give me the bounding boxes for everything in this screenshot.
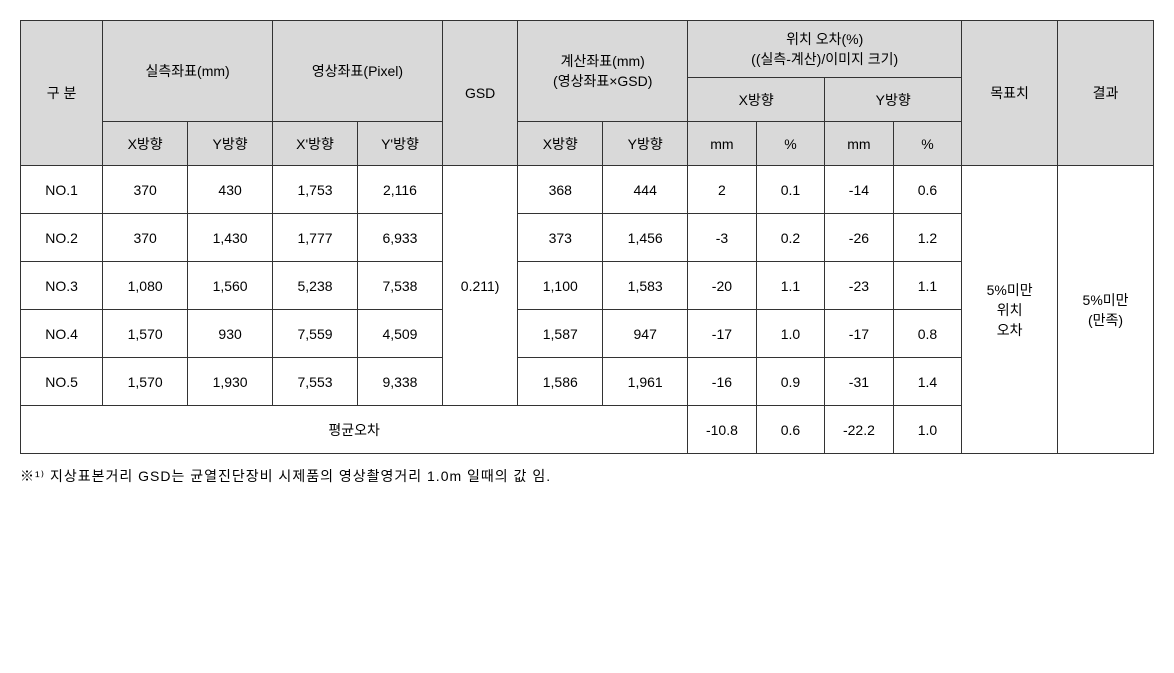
cell-expc: 0.1 [756, 166, 825, 214]
cell-cy: 444 [603, 166, 688, 214]
cell-eymm: -31 [825, 358, 894, 406]
cell-expc: 1.0 [756, 310, 825, 358]
header-pos-error-line2: ((실측-계산)/이미지 크기) [692, 49, 957, 69]
cell-mx: 1,570 [103, 358, 188, 406]
cell-no: NO.5 [21, 358, 103, 406]
cell-avg-exmm: -10.8 [688, 406, 757, 454]
cell-expc: 0.2 [756, 214, 825, 262]
cell-iy: 6,933 [358, 214, 443, 262]
header-iy: Y'방향 [358, 122, 443, 166]
cell-cx: 1,587 [518, 310, 603, 358]
cell-eypc: 1.2 [893, 214, 962, 262]
header-mx: X방향 [103, 122, 188, 166]
target-line2: 위치 [966, 300, 1053, 320]
header-pos-error-line1: 위치 오차(%) [692, 29, 957, 49]
cell-mx: 370 [103, 214, 188, 262]
header-measured: 실측좌표(mm) [103, 21, 273, 122]
cell-eymm: -14 [825, 166, 894, 214]
header-calc-line2: (영상좌표×GSD) [522, 71, 683, 91]
cell-eypc: 1.1 [893, 262, 962, 310]
header-result: 결과 [1058, 21, 1154, 166]
cell-cx: 373 [518, 214, 603, 262]
cell-avg-eymm: -22.2 [825, 406, 894, 454]
cell-avg-eypc: 1.0 [893, 406, 962, 454]
cell-cx: 1,586 [518, 358, 603, 406]
cell-exmm: -3 [688, 214, 757, 262]
header-cy: Y방향 [603, 122, 688, 166]
cell-iy: 2,116 [358, 166, 443, 214]
header-target: 목표치 [962, 21, 1058, 166]
cell-ix: 5,238 [273, 262, 358, 310]
header-exmm: mm [688, 122, 757, 166]
cell-iy: 7,538 [358, 262, 443, 310]
cell-my: 430 [188, 166, 273, 214]
cell-exmm: -17 [688, 310, 757, 358]
header-row-1: 구 분 실측좌표(mm) 영상좌표(Pixel) GSD 계산좌표(mm) (영… [21, 21, 1154, 78]
cell-my: 1,930 [188, 358, 273, 406]
cell-no: NO.3 [21, 262, 103, 310]
cell-my: 930 [188, 310, 273, 358]
cell-target: 5%미만 위치 오차 [962, 166, 1058, 454]
table-row: NO.1 370 430 1,753 2,116 0.211) 368 444 … [21, 166, 1154, 214]
cell-cy: 1,583 [603, 262, 688, 310]
cell-expc: 0.9 [756, 358, 825, 406]
header-image-coord: 영상좌표(Pixel) [273, 21, 443, 122]
header-gsd: GSD [442, 21, 517, 166]
cell-my: 1,430 [188, 214, 273, 262]
header-cx: X방향 [518, 122, 603, 166]
cell-no: NO.1 [21, 166, 103, 214]
cell-cx: 1,100 [518, 262, 603, 310]
result-line2: (만족) [1062, 310, 1149, 330]
cell-cx: 368 [518, 166, 603, 214]
cell-mx: 1,080 [103, 262, 188, 310]
cell-avg-expc: 0.6 [756, 406, 825, 454]
cell-result: 5%미만 (만족) [1058, 166, 1154, 454]
cell-no: NO.2 [21, 214, 103, 262]
header-err-y: Y방향 [825, 78, 962, 122]
header-calc-line1: 계산좌표(mm) [522, 51, 683, 71]
cell-avg-label: 평균오차 [21, 406, 688, 454]
table-header: 구 분 실측좌표(mm) 영상좌표(Pixel) GSD 계산좌표(mm) (영… [21, 21, 1154, 166]
header-eymm: mm [825, 122, 894, 166]
header-err-x: X방향 [688, 78, 825, 122]
target-line1: 5%미만 [966, 280, 1053, 300]
header-pos-error: 위치 오차(%) ((실측-계산)/이미지 크기) [688, 21, 962, 78]
cell-exmm: -16 [688, 358, 757, 406]
cell-ix: 7,559 [273, 310, 358, 358]
cell-ix: 1,777 [273, 214, 358, 262]
result-line1: 5%미만 [1062, 290, 1149, 310]
cell-iy: 9,338 [358, 358, 443, 406]
cell-my: 1,560 [188, 262, 273, 310]
data-table: 구 분 실측좌표(mm) 영상좌표(Pixel) GSD 계산좌표(mm) (영… [20, 20, 1154, 454]
footnote: ※¹⁾ 지상표본거리 GSD는 균열진단장비 시제품의 영상촬영거리 1.0m … [20, 466, 1154, 486]
cell-exmm: -20 [688, 262, 757, 310]
header-calc: 계산좌표(mm) (영상좌표×GSD) [518, 21, 688, 122]
cell-eymm: -17 [825, 310, 894, 358]
header-gubun: 구 분 [21, 21, 103, 166]
target-line3: 오차 [966, 320, 1053, 340]
header-ix: X'방향 [273, 122, 358, 166]
cell-cy: 1,456 [603, 214, 688, 262]
table-body: NO.1 370 430 1,753 2,116 0.211) 368 444 … [21, 166, 1154, 454]
cell-ix: 1,753 [273, 166, 358, 214]
cell-cy: 947 [603, 310, 688, 358]
cell-eymm: -23 [825, 262, 894, 310]
cell-eypc: 0.6 [893, 166, 962, 214]
cell-eymm: -26 [825, 214, 894, 262]
cell-ix: 7,553 [273, 358, 358, 406]
cell-eypc: 1.4 [893, 358, 962, 406]
cell-expc: 1.1 [756, 262, 825, 310]
header-eypc: % [893, 122, 962, 166]
header-my: Y방향 [188, 122, 273, 166]
cell-cy: 1,961 [603, 358, 688, 406]
cell-mx: 1,570 [103, 310, 188, 358]
cell-iy: 4,509 [358, 310, 443, 358]
cell-eypc: 0.8 [893, 310, 962, 358]
cell-gsd: 0.211) [442, 166, 517, 406]
cell-exmm: 2 [688, 166, 757, 214]
header-expc: % [756, 122, 825, 166]
cell-no: NO.4 [21, 310, 103, 358]
cell-mx: 370 [103, 166, 188, 214]
